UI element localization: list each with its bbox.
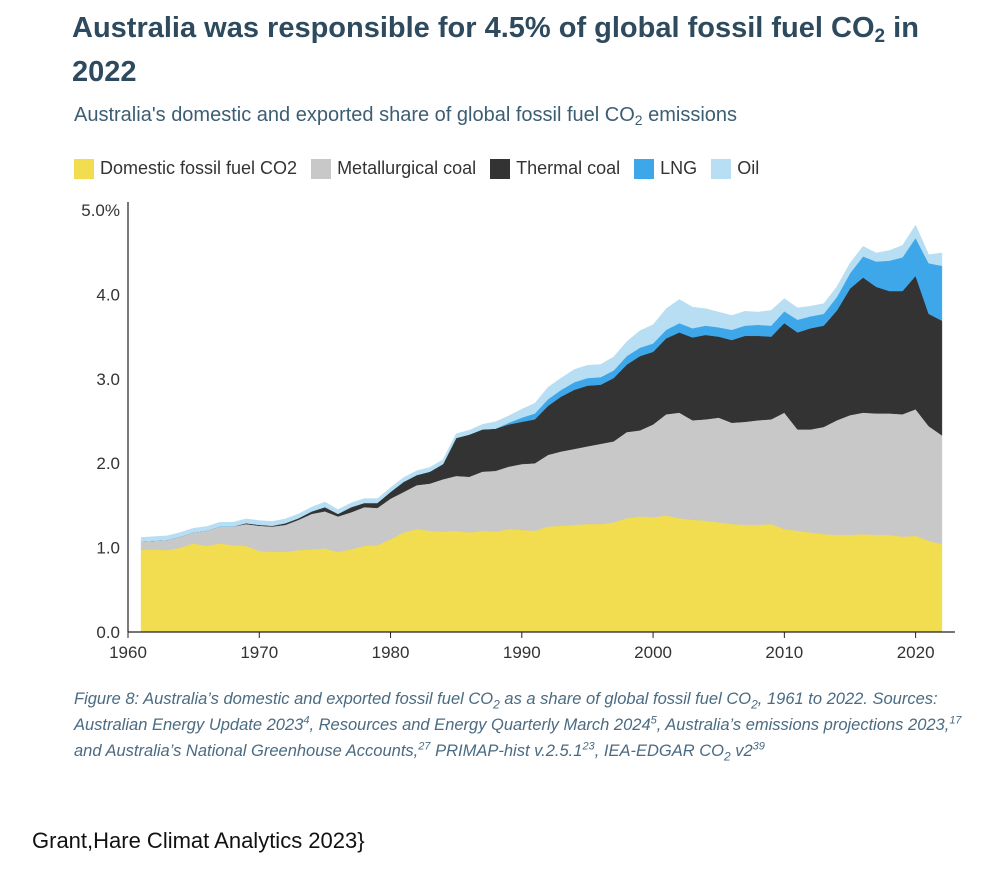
legend-swatch [711, 158, 732, 179]
figure-caption: Figure 8: Australia’s domestic and expor… [74, 690, 962, 764]
x-tick-label: 2000 [634, 643, 672, 662]
legend-label: Domestic fossil fuel CO2 [100, 158, 298, 178]
x-tick-label: 2020 [897, 643, 935, 662]
legend-item-3: LNG [634, 158, 697, 179]
legend-label: LNG [660, 158, 698, 178]
y-tick-label: 5.0% [81, 201, 120, 220]
legend-swatch [74, 158, 94, 179]
y-tick-label: 0.0 [96, 623, 120, 642]
source-credit: Grant,Hare Climat Analytics 2023} [32, 828, 365, 853]
x-tick-label: 2010 [765, 643, 803, 662]
legend-item-1: Metallurgical coal [311, 158, 476, 179]
title-subscript: 2 [874, 26, 886, 47]
y-tick-label: 4.0 [96, 285, 120, 304]
legend-item-2: Thermal coal [490, 158, 620, 179]
legend-swatch [311, 158, 332, 179]
title-text: Australia was responsible for 4.5% of gl… [72, 12, 875, 44]
legend-swatch [490, 158, 511, 179]
chart-title: Australia was responsible for 4.5% of gl… [72, 6, 972, 94]
x-tick-label: 1990 [503, 643, 541, 662]
legend-swatch [634, 158, 655, 179]
legend-item-4: Oil [711, 158, 759, 179]
legend-item-0: Domestic fossil fuel CO2 [74, 158, 297, 179]
subtitle-text: Australia's domestic and exported share … [74, 104, 635, 126]
y-tick-label: 1.0 [96, 539, 120, 558]
y-tick-label: 2.0 [96, 454, 120, 473]
area-series-4 [140, 224, 943, 542]
stacked-area-chart: 0.0 1.0 2.0 3.0 4.0 5.0% 1960 1970 1980 1990 2000 2… [81, 201, 955, 662]
chart-legend: Domestic fossil fuel CO2 Metallurgical co… [74, 158, 773, 179]
legend-label: Metallurgical coal [337, 158, 477, 178]
subtitle-text-end: emissions [642, 104, 738, 126]
chart-subtitle: Australia's domestic and exported share … [74, 104, 737, 127]
legend-label: Thermal coal [516, 158, 621, 178]
subtitle-subscript: 2 [634, 112, 643, 128]
title-text-end: in 2022 [72, 12, 919, 88]
x-tick-label: 1980 [372, 643, 410, 662]
x-tick-label: 1970 [240, 643, 278, 662]
x-tick-label: 1960 [109, 643, 147, 662]
y-tick-label: 3.0 [96, 370, 120, 389]
legend-label: Oil [737, 158, 760, 178]
